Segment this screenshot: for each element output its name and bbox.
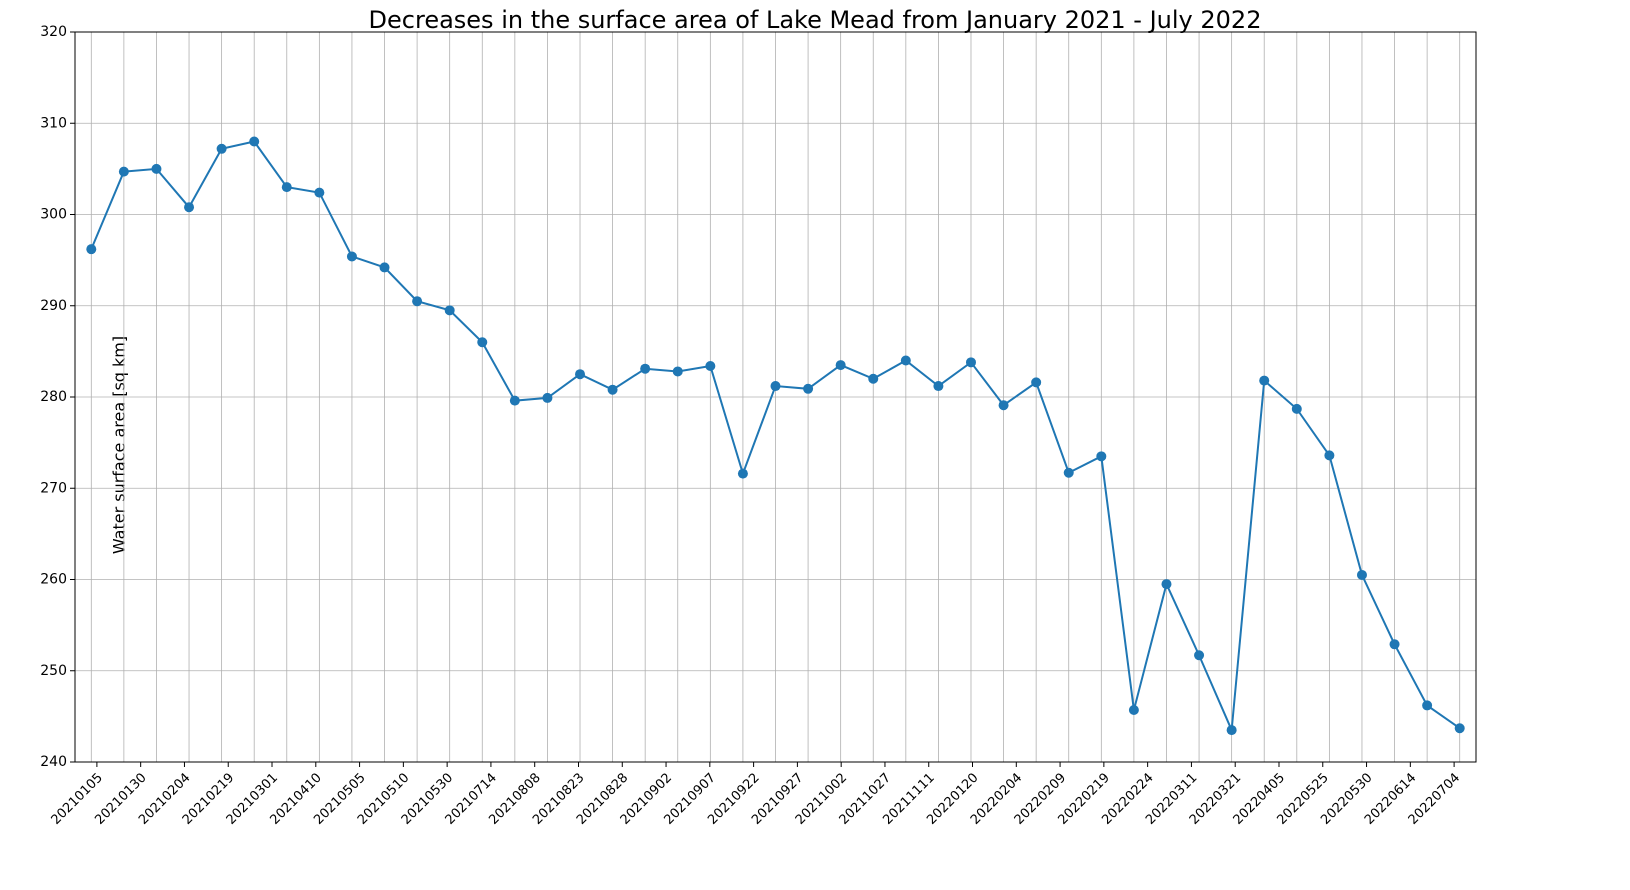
data-marker xyxy=(1161,579,1171,589)
chart-svg: 2402502602702802903003103202021010520210… xyxy=(0,0,1630,890)
y-tick-label: 280 xyxy=(40,389,67,405)
data-marker xyxy=(347,251,357,261)
data-marker xyxy=(477,337,487,347)
data-marker xyxy=(1422,700,1432,710)
data-marker xyxy=(933,381,943,391)
data-marker xyxy=(119,167,129,177)
data-marker xyxy=(1455,723,1465,733)
data-marker xyxy=(380,262,390,272)
data-marker xyxy=(1031,377,1041,387)
data-marker xyxy=(445,305,455,315)
data-marker xyxy=(249,137,259,147)
data-marker xyxy=(1357,570,1367,580)
data-marker xyxy=(510,396,520,406)
y-tick-label: 250 xyxy=(40,663,67,679)
data-marker xyxy=(151,164,161,174)
data-marker xyxy=(184,202,194,212)
data-marker xyxy=(1324,450,1334,460)
data-marker xyxy=(901,356,911,366)
data-marker xyxy=(803,384,813,394)
data-marker xyxy=(771,381,781,391)
data-marker xyxy=(999,400,1009,410)
data-marker xyxy=(673,366,683,376)
data-marker xyxy=(282,182,292,192)
data-marker xyxy=(575,369,585,379)
data-marker xyxy=(738,469,748,479)
data-marker xyxy=(1259,376,1269,386)
y-tick-label: 240 xyxy=(40,754,67,770)
data-marker xyxy=(1096,451,1106,461)
data-marker xyxy=(412,296,422,306)
data-marker xyxy=(966,357,976,367)
data-marker xyxy=(1129,705,1139,715)
data-marker xyxy=(836,360,846,370)
data-marker xyxy=(86,244,96,254)
y-tick-label: 300 xyxy=(40,207,67,223)
y-tick-label: 320 xyxy=(40,24,67,40)
y-tick-label: 260 xyxy=(40,572,67,588)
y-tick-label: 270 xyxy=(40,480,67,496)
data-marker xyxy=(314,188,324,198)
y-tick-label: 310 xyxy=(40,115,67,131)
data-marker xyxy=(1292,404,1302,414)
data-marker xyxy=(868,374,878,384)
data-marker xyxy=(705,361,715,371)
data-marker xyxy=(1227,725,1237,735)
data-marker xyxy=(1194,650,1204,660)
data-marker xyxy=(608,385,618,395)
data-marker xyxy=(1064,468,1074,478)
chart-container: Decreases in the surface area of Lake Me… xyxy=(0,0,1630,890)
y-tick-label: 290 xyxy=(40,298,67,314)
data-marker xyxy=(640,364,650,374)
data-marker xyxy=(1390,639,1400,649)
data-marker xyxy=(542,393,552,403)
data-marker xyxy=(217,144,227,154)
